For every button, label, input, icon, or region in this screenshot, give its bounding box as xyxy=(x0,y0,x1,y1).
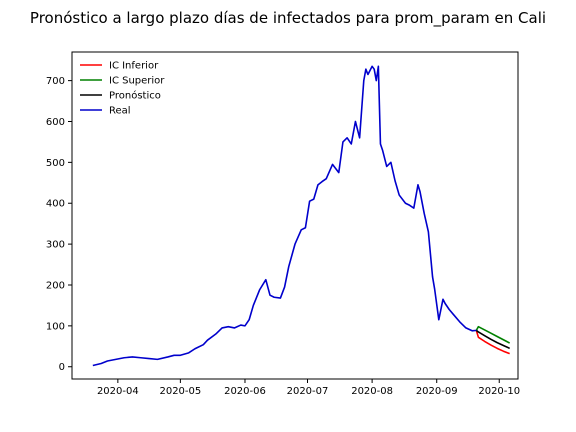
legend-label: IC Inferior xyxy=(109,61,159,72)
y-tick-label: 400 xyxy=(46,199,65,210)
x-tick-label: 2020-09 xyxy=(416,386,458,397)
y-tick-label: 500 xyxy=(46,158,65,169)
legend-label: Real xyxy=(109,106,131,117)
x-tick-label: 2020-08 xyxy=(351,386,393,397)
plot-area xyxy=(71,51,519,380)
legend-label: IC Superior xyxy=(109,76,165,87)
y-tick-label: 700 xyxy=(46,76,65,87)
legend-label: Pronóstico xyxy=(109,90,161,102)
series-line-3 xyxy=(92,65,477,367)
series-layer xyxy=(92,65,511,367)
y-tick-label: 0 xyxy=(59,362,65,373)
y-tick-label: 600 xyxy=(46,117,65,128)
x-tick-label: 2020-04 xyxy=(97,386,139,397)
legend: IC Inferior IC Superior Pronóstico Real xyxy=(80,61,165,117)
series-line-0 xyxy=(475,330,510,355)
chart-title: Pronóstico a largo plazo días de infecta… xyxy=(30,9,546,28)
series-line-2 xyxy=(475,329,510,350)
x-tick-label: 2020-06 xyxy=(224,386,266,397)
y-tick-label: 300 xyxy=(46,240,65,251)
x-tick-label: 2020-07 xyxy=(287,386,329,397)
x-tick-label: 2020-10 xyxy=(478,386,520,397)
x-tick-label: 2020-05 xyxy=(159,386,201,397)
y-tick-label: 200 xyxy=(46,280,65,291)
axis-layer: 2020-04 2020-05 2020-06 2020-07 2020-08 2020-… xyxy=(46,76,520,397)
series-line-1 xyxy=(475,325,511,344)
y-tick-label: 100 xyxy=(46,321,65,332)
